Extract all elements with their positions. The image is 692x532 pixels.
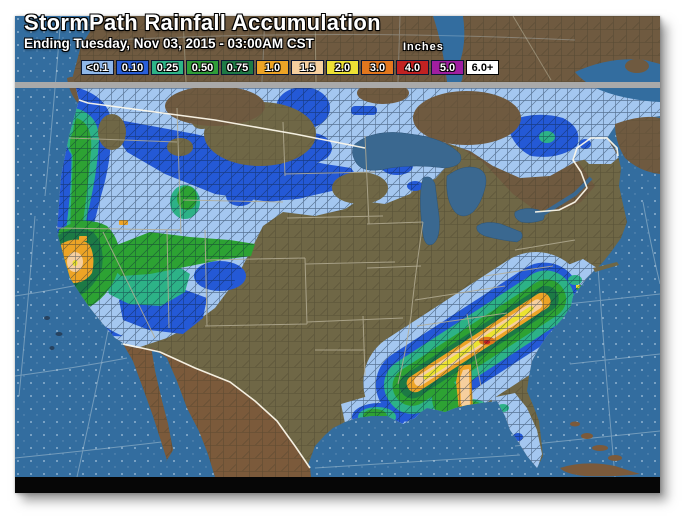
legend-item-0: <0.1 bbox=[81, 60, 114, 75]
legend-item-2: 0.25 bbox=[151, 60, 184, 75]
lake-superior bbox=[352, 132, 462, 171]
long-island bbox=[593, 262, 619, 272]
map-title: StormPath Rainfall Accumulation bbox=[24, 10, 381, 35]
rainfall-legend: <0.1 0.10 0.25 0.50 0.75 1.0 1.5 2.0 3.0… bbox=[81, 60, 499, 75]
legend-item-8: 3.0 bbox=[361, 60, 394, 75]
legend-item-9: 4.0 bbox=[396, 60, 429, 75]
legend-item-10: 5.0 bbox=[431, 60, 464, 75]
newfoundland bbox=[625, 59, 649, 73]
legend-item-4: 0.75 bbox=[221, 60, 254, 75]
cuba bbox=[560, 463, 640, 477]
lake-ontario bbox=[514, 208, 545, 223]
legend-item-7: 2.0 bbox=[326, 60, 359, 75]
lake-erie bbox=[476, 222, 523, 243]
nova-scotia bbox=[615, 116, 660, 174]
state-borders bbox=[56, 16, 576, 387]
bahamas bbox=[581, 433, 593, 439]
international-borders bbox=[78, 99, 619, 469]
bottom-black-bar bbox=[15, 477, 660, 493]
us-mexico-border bbox=[122, 343, 311, 469]
separator-bar bbox=[15, 82, 660, 88]
islands-layer bbox=[44, 59, 660, 477]
legend-item-3: 0.50 bbox=[186, 60, 219, 75]
valid-time-label: Ending Tuesday, Nov 03, 2015 - 03:00AM C… bbox=[24, 36, 314, 51]
dry-land-patches bbox=[98, 82, 521, 204]
rainfall-map: StormPath Rainfall Accumulation Ending T… bbox=[15, 10, 660, 493]
legend-item-5: 1.0 bbox=[256, 60, 289, 75]
units-label: Inches bbox=[403, 41, 444, 53]
lake-michigan bbox=[420, 176, 440, 246]
legend-item-6: 1.5 bbox=[291, 60, 324, 75]
graticule-lines bbox=[15, 16, 660, 478]
legend-item-1: 0.10 bbox=[116, 60, 149, 75]
lake-huron bbox=[446, 166, 487, 217]
us-canada-border bbox=[78, 99, 366, 149]
legend-item-11: 6.0+ bbox=[466, 60, 499, 75]
map-canvas bbox=[15, 16, 660, 493]
us-canada-border-east bbox=[534, 137, 619, 213]
